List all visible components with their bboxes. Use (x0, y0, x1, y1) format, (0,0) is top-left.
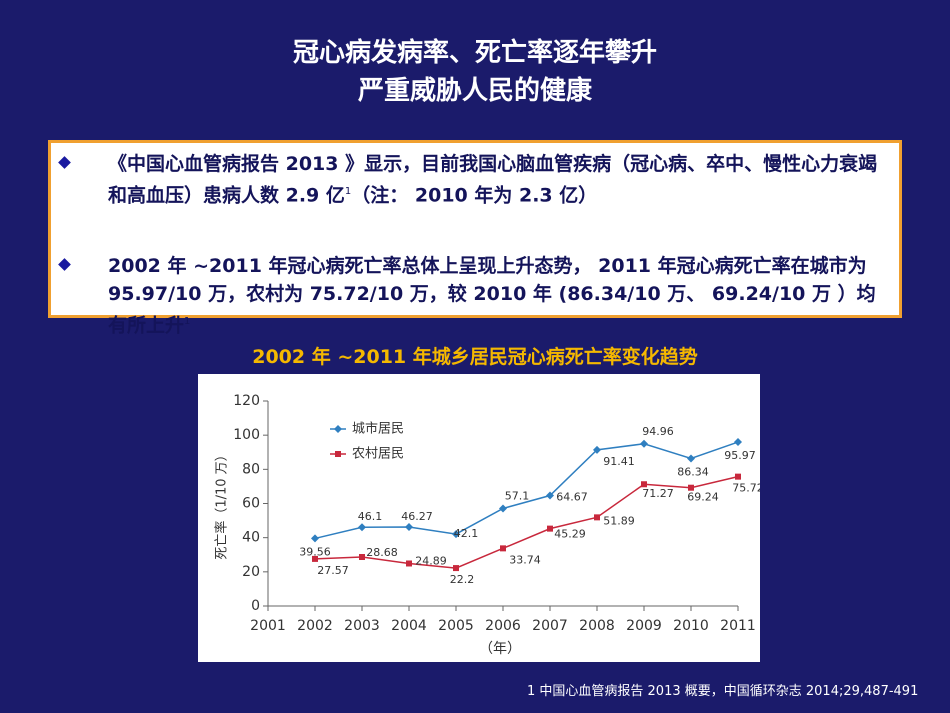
x-tick-label: 2011 (720, 618, 756, 634)
legend-label: 城市居民 (352, 421, 404, 437)
marker (311, 534, 319, 543)
data-label: 86.34 (677, 466, 709, 479)
footnote-ref: 1 (344, 186, 352, 197)
data-label: 91.41 (603, 455, 635, 468)
x-tick-label: 2002 (297, 618, 333, 634)
marker (312, 555, 318, 562)
marker (734, 438, 742, 447)
series-line (314, 441, 739, 540)
data-label: 22.2 (450, 573, 475, 586)
marker (547, 525, 553, 532)
legend-label: 农村居民 (352, 447, 404, 462)
data-label: 24.89 (415, 554, 447, 567)
marker (499, 504, 507, 513)
bullet-text: （注： 2010 年为 2.3 亿） (351, 184, 598, 207)
bullet-text: 2002 年 ~2011 年冠心病死亡率总体上呈现上升态势， 2011 年冠心病… (108, 255, 876, 337)
marker (735, 473, 741, 480)
slide-title: 严重威胁人民的健康 (357, 76, 592, 106)
marker (594, 514, 600, 521)
y-tick-label: 80 (242, 461, 260, 477)
data-label: 33.74 (509, 553, 541, 566)
text-box (48, 140, 902, 318)
slide-title: 冠心病发病率、死亡率逐年攀升 (292, 38, 657, 68)
y-tick-label: 120 (233, 393, 260, 409)
marker (405, 522, 413, 531)
x-tick-label: 2009 (626, 618, 662, 634)
y-tick-label: 100 (233, 427, 260, 443)
marker (546, 491, 554, 500)
x-tick-label: 2001 (250, 618, 286, 634)
x-axis-label: （年） (479, 641, 521, 657)
y-tick-label: 60 (242, 496, 260, 512)
data-label: 71.27 (642, 487, 674, 500)
y-tick-label: 40 (242, 530, 260, 546)
y-tick-label: 20 (242, 564, 260, 580)
marker (500, 545, 506, 552)
x-tick-label: 2004 (391, 618, 427, 634)
data-label: 57.1 (505, 489, 530, 502)
x-tick-label: 2003 (344, 618, 380, 634)
data-label: 46.1 (358, 510, 383, 523)
bullet-text: 《中国心血管病报告 2013 》显示，目前我国心脑血管疾病（冠心病、卒中、慢性心… (108, 153, 878, 207)
data-label: 51.89 (603, 514, 635, 527)
chart-title: 2002 年 ~2011 年城乡居民冠心病死亡率变化趋势 (252, 346, 698, 368)
chart-background (198, 374, 760, 662)
marker (640, 439, 648, 448)
footnote-ref: 1 (184, 316, 191, 327)
data-label: 39.56 (299, 545, 331, 558)
marker (453, 565, 459, 572)
data-label: 42.1 (454, 527, 479, 540)
data-label: 94.96 (642, 425, 674, 438)
y-tick-label: 0 (251, 598, 260, 614)
x-tick-label: 2010 (673, 618, 709, 634)
bullet: 2002 年 ~2011 年冠心病死亡率总体上呈现上升态势， 2011 年冠心病… (58, 252, 878, 339)
marker (452, 530, 460, 539)
x-tick-label: 2005 (438, 618, 474, 634)
marker (358, 523, 366, 532)
series-line (314, 475, 739, 569)
y-axis-label: 死亡率（1/10 万） (214, 448, 230, 559)
chart: 死亡率（1/10 万） （年） 0 20 40 60 80 100 120 2001 2002 2… (198, 374, 760, 662)
marker (688, 484, 694, 491)
data-label: 95.97 (724, 449, 756, 462)
x-tick-label: 2007 (532, 618, 568, 634)
marker (687, 454, 695, 463)
x-tick-label: 2008 (579, 618, 615, 634)
data-label: 75.72 (732, 482, 760, 495)
footnote: 1 中国心血管病报告 2013 概要，中国循环杂志 2014;29,487-49… (527, 684, 919, 699)
marker (359, 554, 365, 561)
x-tick-label: 2006 (485, 618, 521, 634)
data-label: 69.24 (687, 491, 719, 504)
data-label: 64.67 (556, 491, 588, 504)
bullet: 《中国心血管病报告 2013 》显示，目前我国心脑血管疾病（冠心病、卒中、慢性心… (58, 150, 878, 209)
marker (593, 445, 601, 454)
marker (406, 560, 412, 567)
marker (641, 481, 647, 488)
data-label: 46.27 (401, 510, 433, 523)
data-label: 45.29 (554, 528, 586, 541)
legend-marker (334, 425, 342, 433)
legend-marker (335, 451, 341, 457)
data-label: 28.68 (366, 546, 398, 559)
data-label: 27.57 (317, 564, 349, 577)
